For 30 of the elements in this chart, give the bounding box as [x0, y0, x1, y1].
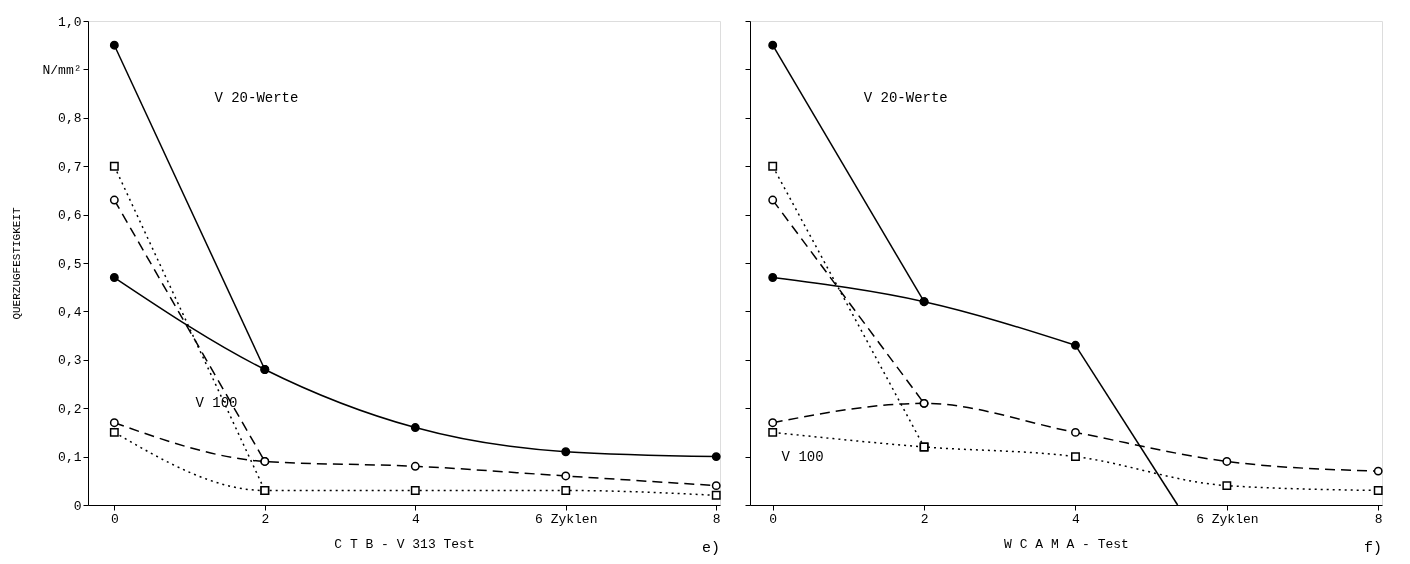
- x-tick-label: 0: [769, 511, 778, 527]
- y-tick-label: 0,5: [58, 256, 82, 272]
- annotation: V 100: [195, 395, 238, 412]
- y-tick-label: 0,2: [58, 401, 82, 417]
- y-tick-label: 0,8: [58, 111, 82, 127]
- y-tick-label: N/mm²: [42, 62, 82, 78]
- x-tick-label: 4: [411, 511, 420, 527]
- y-tick-label: 0,6: [58, 208, 82, 224]
- y-tick-label: 0,1: [58, 450, 82, 466]
- annotation: V 100: [781, 448, 824, 465]
- x-tick-label: 2: [920, 511, 929, 527]
- y-axis-title: QUERZUGFESTIGKEIT: [11, 206, 24, 320]
- x-tick-label: 8: [1374, 511, 1383, 527]
- x-tick-label: 4: [1072, 511, 1081, 527]
- annotation: V 20-Werte: [863, 90, 948, 107]
- y-tick-label: 0,4: [58, 304, 82, 320]
- x-tick-label: 0: [110, 511, 119, 527]
- y-tick-label: 0,7: [58, 159, 82, 175]
- x-tick-label: 8: [712, 511, 721, 527]
- x-tick-label: 6 Zyklen: [535, 511, 598, 527]
- y-tick-label: 0: [73, 498, 82, 514]
- x-tick-label: 6 Zyklen: [1196, 511, 1259, 527]
- x-axis-title: W C A M A - Test: [1004, 536, 1129, 552]
- text: e): [701, 540, 720, 557]
- y-tick-label: 0,3: [58, 353, 82, 369]
- y-tick-label: 1,0: [58, 14, 82, 30]
- x-tick-label: 2: [261, 511, 270, 527]
- annotation: V 20-Werte: [214, 90, 299, 107]
- x-axis-title: C T B - V 313 Test: [334, 536, 475, 552]
- text: f): [1363, 540, 1382, 557]
